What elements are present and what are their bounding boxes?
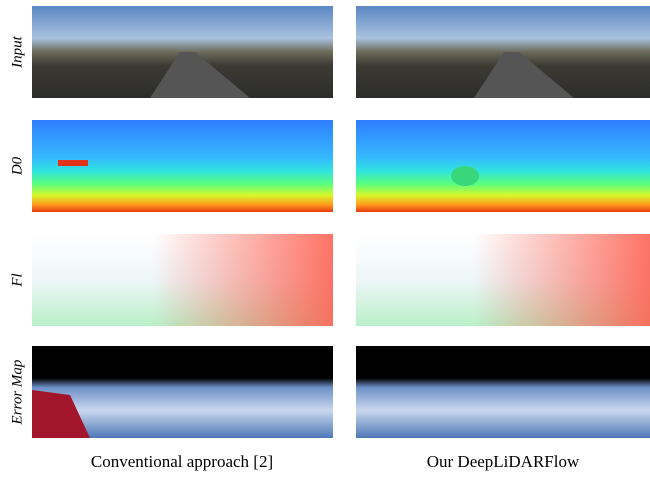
row-labels: Input D0 Fl Error Map: [9, 35, 25, 425]
error-map: [356, 346, 650, 438]
flow-overlay: [32, 234, 333, 326]
artifact: [58, 160, 88, 166]
panels: [32, 6, 650, 438]
column-caption: Our DeepLiDARFlow: [427, 452, 580, 471]
road: [150, 52, 250, 98]
car-blob: [451, 166, 479, 186]
column-caption: Conventional approach [2]: [91, 452, 273, 471]
row-label: D0: [9, 156, 25, 176]
depth-map: [356, 120, 650, 212]
row-label: Error Map: [9, 359, 25, 425]
error-region: [32, 390, 90, 438]
row-label: Fl: [9, 273, 25, 287]
road: [474, 52, 574, 98]
flow-overlay: [356, 234, 650, 326]
row-label: Input: [9, 35, 25, 68]
